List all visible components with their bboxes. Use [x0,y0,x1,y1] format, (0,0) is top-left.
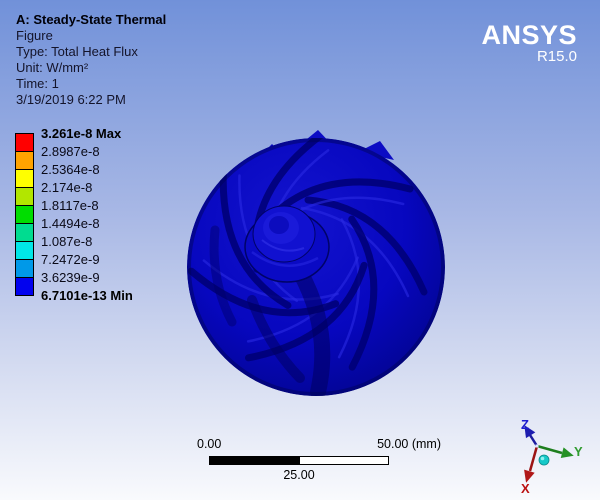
legend-band [16,278,33,295]
ruler-start-label: 0.00 [197,437,222,451]
legend-value: 1.087e-8 [41,234,93,249]
legend-value: 7.2472e-9 [41,252,100,267]
legend-value: 2.8987e-8 [41,144,100,159]
legend-band [16,242,33,260]
triad-y-axis[interactable]: Y [536,444,583,461]
legend-value: 1.4494e-8 [41,216,100,231]
legend-band [16,170,33,188]
result-info-block: A: Steady-State Thermal Figure Type: Tot… [16,12,166,108]
triad-z-axis[interactable]: Z [520,417,539,447]
ansys-version: R15.0 [536,48,577,65]
legend-band [16,188,33,206]
analysis-title: A: Steady-State Thermal [16,12,167,27]
legend-band [16,224,33,242]
legend-value: 1.8117e-8 [41,198,99,213]
ruler-mid-label: 25.00 [283,468,315,482]
result-unit: Unit: W/mm² [16,60,89,75]
ansys-logo: ANSYS R15.0 [481,20,577,65]
ruler-end-label: 50.00 (mm) [377,437,441,451]
triad-origin [535,444,539,448]
legend-value: 3.6239e-9 [41,270,100,285]
result-timestamp: 3/19/2019 6:22 PM [16,92,126,107]
legend-color-bar [15,133,34,296]
triad-x-axis[interactable]: X [521,445,539,496]
legend-value: 2.174e-8 [41,180,93,195]
ansys-logo-text: ANSYS [481,20,577,50]
legend-band [16,134,33,152]
orientation-triad[interactable]: Z Y X [500,403,600,500]
legend-max-value: 3.261e-8 Max [41,126,122,141]
triad-z-label: Z [521,417,529,432]
ruler-bar-filled [210,457,300,464]
legend-band [16,260,33,278]
legend-band [16,152,33,170]
impeller-hub [244,205,330,283]
legend-value: 2.5364e-8 [41,162,100,177]
triad-iso-ball[interactable] [538,454,550,466]
result-time: Time: 1 [16,76,59,91]
figure-label: Figure [16,28,53,43]
scale-ruler: 0.00 50.00 (mm) 25.00 [196,435,441,485]
result-type: Type: Total Heat Flux [16,44,138,59]
legend-min-value: 6.7101e-13 Min [41,288,133,303]
ruler-bar [209,456,389,465]
triad-x-label: X [521,481,530,496]
legend-band [16,206,33,224]
triad-y-label: Y [574,444,583,459]
